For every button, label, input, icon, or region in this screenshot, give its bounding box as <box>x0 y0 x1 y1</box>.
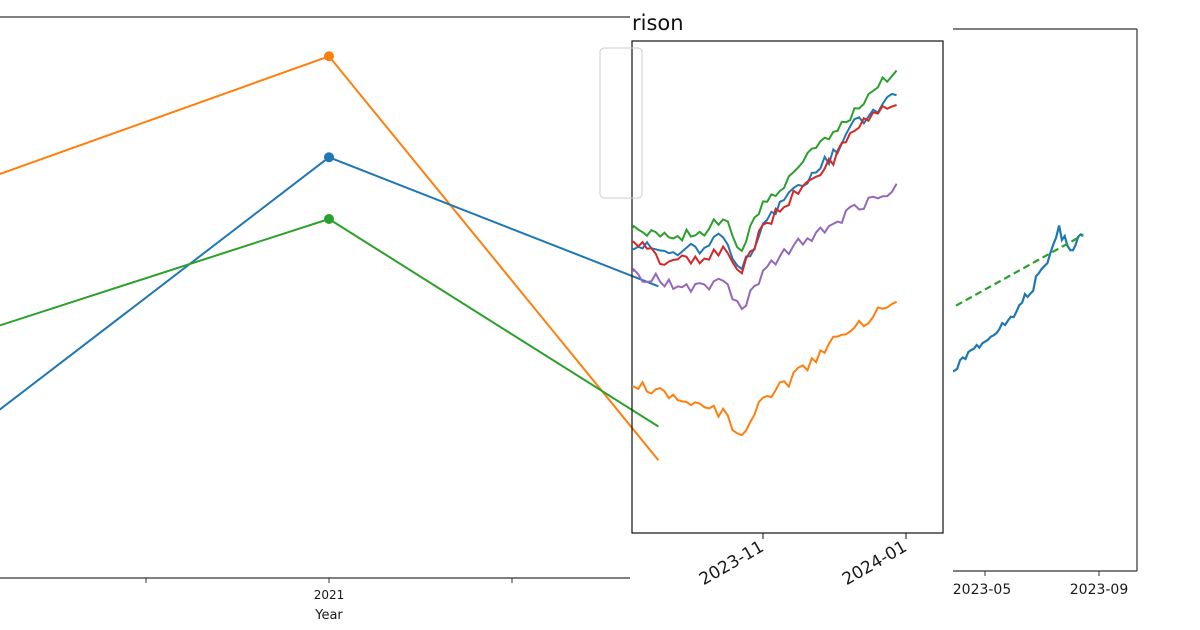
middle-series-line-4 <box>632 300 898 437</box>
middle-panel-title: rison <box>632 11 684 35</box>
left-series-line-2 <box>0 217 659 428</box>
right-series-line-1 <box>953 234 1084 309</box>
right-panel-xtick-label-2023-05: 2023-05 <box>953 582 1012 598</box>
right-panel-series-group <box>953 225 1084 373</box>
right-series-line-0 <box>953 225 1084 373</box>
left-panel-xtick-label-2021: 2021 <box>314 588 345 602</box>
middle-panel: rison 2023-11 2024-01 <box>599 11 944 590</box>
middle-panel-legend-edge <box>599 47 643 199</box>
middle-panel-frame <box>631 40 944 534</box>
left-series-line-0 <box>0 55 660 461</box>
middle-series-line-2 <box>632 104 897 276</box>
left-series-line-1 <box>0 156 659 411</box>
middle-series-line-0 <box>632 69 898 253</box>
middle-panel-series-group <box>632 69 898 437</box>
left-panel-series-group <box>0 51 660 461</box>
left-series-marker-1-1 <box>324 152 334 163</box>
left-panel-xlabel: Year <box>314 608 343 623</box>
middle-panel-xtick-label-2023-11: 2023-11 <box>696 537 768 590</box>
middle-series-line-1 <box>632 92 897 271</box>
middle-series-line-3 <box>632 183 898 311</box>
right-panel: 2023-05 2023-09 <box>953 28 1138 598</box>
left-series-marker-0-1 <box>324 51 334 62</box>
middle-panel-xtick-label-2024-01: 2024-01 <box>839 537 911 590</box>
left-series-marker-2-1 <box>324 213 334 224</box>
left-panel: 2021 Year <box>0 16 660 623</box>
right-panel-xtick-label-2023-09: 2023-09 <box>1070 582 1129 598</box>
